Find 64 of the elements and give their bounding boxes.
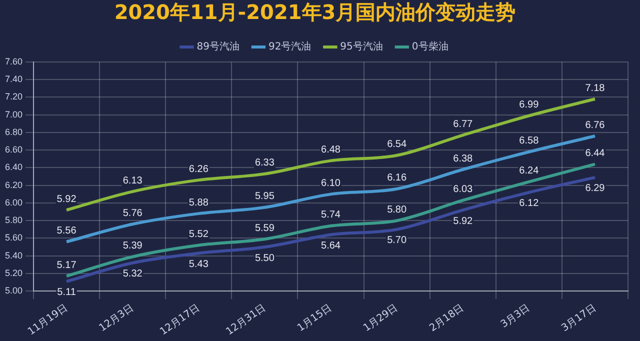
data-label: 6.13: [122, 175, 143, 186]
legend-label: 0号柴油: [412, 40, 448, 53]
data-label: 6.16: [387, 172, 407, 184]
data-label: 6.77: [453, 118, 474, 130]
data-label: 5.52: [188, 229, 209, 240]
data-label: 6.10: [321, 178, 341, 189]
text: 7.60: [4, 56, 23, 66]
data-label: 5.74: [321, 210, 341, 221]
x-tick-label: 3月3日: [499, 302, 532, 330]
data-label: 6.29: [585, 183, 606, 194]
text: 7.20: [4, 92, 23, 102]
chart-title: 2020年11月-2021年3月国内油价变动走势: [114, 0, 516, 24]
data-label: 6.33: [254, 158, 275, 169]
x-tick-label: 1月29日: [362, 302, 400, 334]
x-tick-label: 11月19日: [26, 302, 70, 338]
x-tick-label: 2月18日: [428, 302, 466, 334]
data-label: 7.18: [585, 82, 606, 94]
data-label: 5.39: [122, 240, 143, 252]
text: 6.80: [4, 126, 23, 137]
data-label: 6.54: [387, 139, 407, 150]
text: 7.40: [4, 74, 23, 84]
data-label: 6.58: [519, 136, 540, 147]
data-label: 5.56: [56, 226, 77, 237]
data-label: 5.17: [56, 260, 77, 271]
x-tick-label: 12月31日: [224, 302, 268, 338]
data-label: 5.64: [321, 240, 341, 252]
text: 7.00: [4, 109, 23, 120]
text: 5.20: [4, 268, 23, 278]
text: 5.00: [4, 286, 23, 296]
data-label: 5.92: [453, 216, 474, 227]
data-label: 5.50: [254, 252, 275, 264]
data-label: 5.43: [188, 258, 209, 270]
text: 6.00: [4, 197, 23, 208]
data-label: 5.92: [56, 194, 77, 205]
data-label: 6.24: [519, 166, 540, 177]
x-tick-label: 3月17日: [560, 302, 598, 334]
data-label: 5.88: [188, 197, 209, 208]
data-label: 6.12: [519, 198, 540, 210]
text: 5.60: [4, 232, 23, 243]
x-tick-label: 12月17日: [158, 302, 202, 338]
data-label: 5.11: [57, 287, 76, 298]
data-label: 5.32: [122, 268, 143, 280]
data-label: 6.44: [585, 148, 606, 159]
text: 6.60: [4, 144, 23, 155]
data-label: 5.70: [387, 235, 407, 246]
data-label: 6.48: [321, 144, 341, 156]
data-label: 5.80: [387, 204, 407, 216]
x-tick-label: 1月15日: [296, 302, 334, 334]
data-label: 5.59: [254, 222, 275, 234]
text: 6.20: [4, 180, 23, 190]
x-tick-label: 12月3日: [97, 302, 136, 334]
text: 6.40: [4, 162, 23, 172]
data-label: 5.95: [254, 191, 275, 202]
legend-label: 89号汽油: [196, 40, 240, 53]
legend-label: 92号汽油: [268, 40, 312, 53]
data-label: 5.76: [122, 208, 143, 219]
data-label: 6.38: [453, 153, 474, 164]
data-label: 6.03: [453, 184, 474, 196]
legend-label: 95号汽油: [340, 40, 383, 53]
data-label: 6.99: [519, 100, 540, 110]
data-label: 6.76: [585, 120, 606, 131]
text: 5.40: [4, 250, 23, 260]
data-label: 6.26: [188, 164, 209, 175]
text: 5.80: [4, 215, 23, 226]
